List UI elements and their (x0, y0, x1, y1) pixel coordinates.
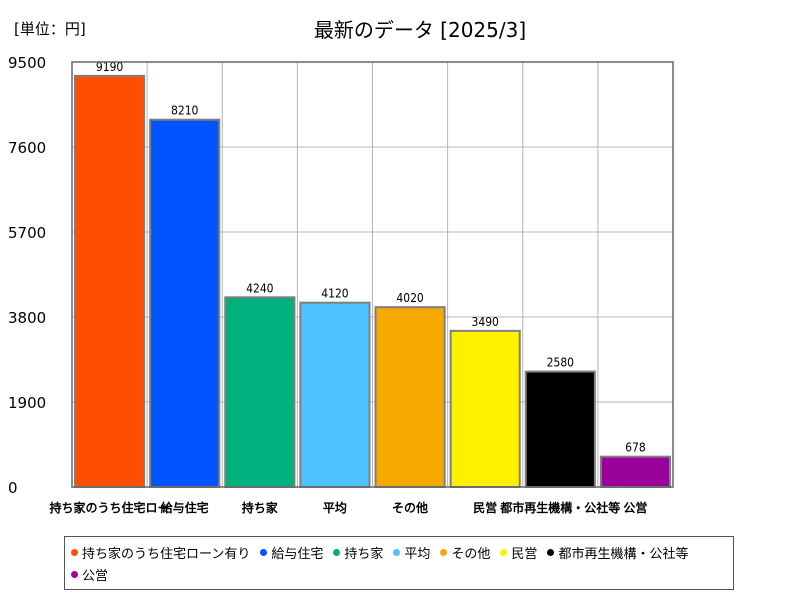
plot-border (71, 61, 674, 488)
y-tick-label: 3800 (8, 309, 46, 327)
legend-marker-icon (440, 548, 448, 556)
legend-marker-icon (71, 548, 78, 556)
legend-label: 民営 (511, 546, 538, 562)
legend-marker-icon (71, 570, 78, 578)
y-tick-label: 9500 (8, 54, 46, 72)
bar-value-label: 678 (625, 441, 646, 455)
legend-label: 公営 (82, 568, 109, 584)
legend-item: 公営 (71, 563, 108, 585)
legend-marker-icon (260, 548, 268, 556)
legend-label: 持ち家 (344, 546, 384, 562)
bar-8 (599, 455, 671, 489)
legend-item: 給与住宅 (260, 541, 323, 563)
legend-label: 平均 (404, 546, 431, 562)
legend-label: その他 (451, 546, 491, 562)
x-tick-label: その他 (392, 500, 428, 515)
chart-legend: 持ち家のうち住宅ローン有り 給与住宅 持ち家 平均 その他 民営 都市再生機構・公社等公営 (64, 536, 734, 590)
y-tick-label: 7600 (8, 139, 46, 157)
legend-marker-icon (333, 548, 341, 556)
x-tick-label: 給与住宅 (161, 500, 209, 515)
y-tick-label: 5700 (8, 224, 46, 242)
x-tick-label: 持ち家のうち住宅ロー (50, 500, 170, 515)
bar-value-label: 9190 (96, 60, 124, 74)
bar-6 (449, 329, 521, 488)
bar-3 (224, 296, 296, 488)
legend-label: 給与住宅 (271, 546, 324, 562)
legend-marker-icon (547, 548, 555, 556)
bar-value-label: 4020 (396, 291, 424, 305)
bar-2 (149, 118, 221, 488)
bar-value-label: 4240 (246, 281, 274, 295)
legend-marker-icon (393, 548, 401, 556)
legend-item: 持ち家 (333, 541, 383, 563)
x-tick-label: 公営 (623, 500, 647, 515)
legend-label: 都市再生機構・公社等 (558, 546, 689, 562)
x-tick-label: 持ち家 (242, 500, 279, 515)
bar-value-label: 8210 (171, 104, 199, 118)
legend-item: 都市再生機構・公社等 (547, 541, 688, 563)
x-tick-label: 都市再生機構・公社等 (499, 500, 620, 515)
bar-chart: 0 1900 3800 5700 7600 9500 9190 8210 4240 4120 402… (8, 54, 674, 515)
bar-4 (299, 301, 371, 488)
y-tick-label: 1900 (8, 394, 46, 412)
bar-1 (74, 74, 146, 489)
bar-5 (374, 306, 446, 488)
chart-title: 最新のデータ [2025/3] (313, 18, 527, 42)
legend-marker-icon (500, 548, 508, 556)
legend-label: 持ち家のうち住宅ローン有り (82, 546, 251, 562)
y-tick-label: 0 (8, 479, 18, 497)
legend-item: 平均 (393, 541, 430, 563)
bar-value-label: 4120 (321, 287, 349, 301)
bar-value-label: 2580 (547, 356, 575, 370)
x-tick-label: 平均 (323, 500, 347, 515)
legend-item: その他 (440, 541, 490, 563)
x-tick-label: 民営 (473, 500, 497, 515)
legend-item: 持ち家のうち住宅ローン有り (71, 541, 250, 563)
bar-value-label: 3490 (471, 315, 499, 329)
unit-label: [単位：円] (14, 20, 86, 38)
legend-item: 民営 (500, 541, 537, 563)
bar-7 (524, 370, 596, 488)
